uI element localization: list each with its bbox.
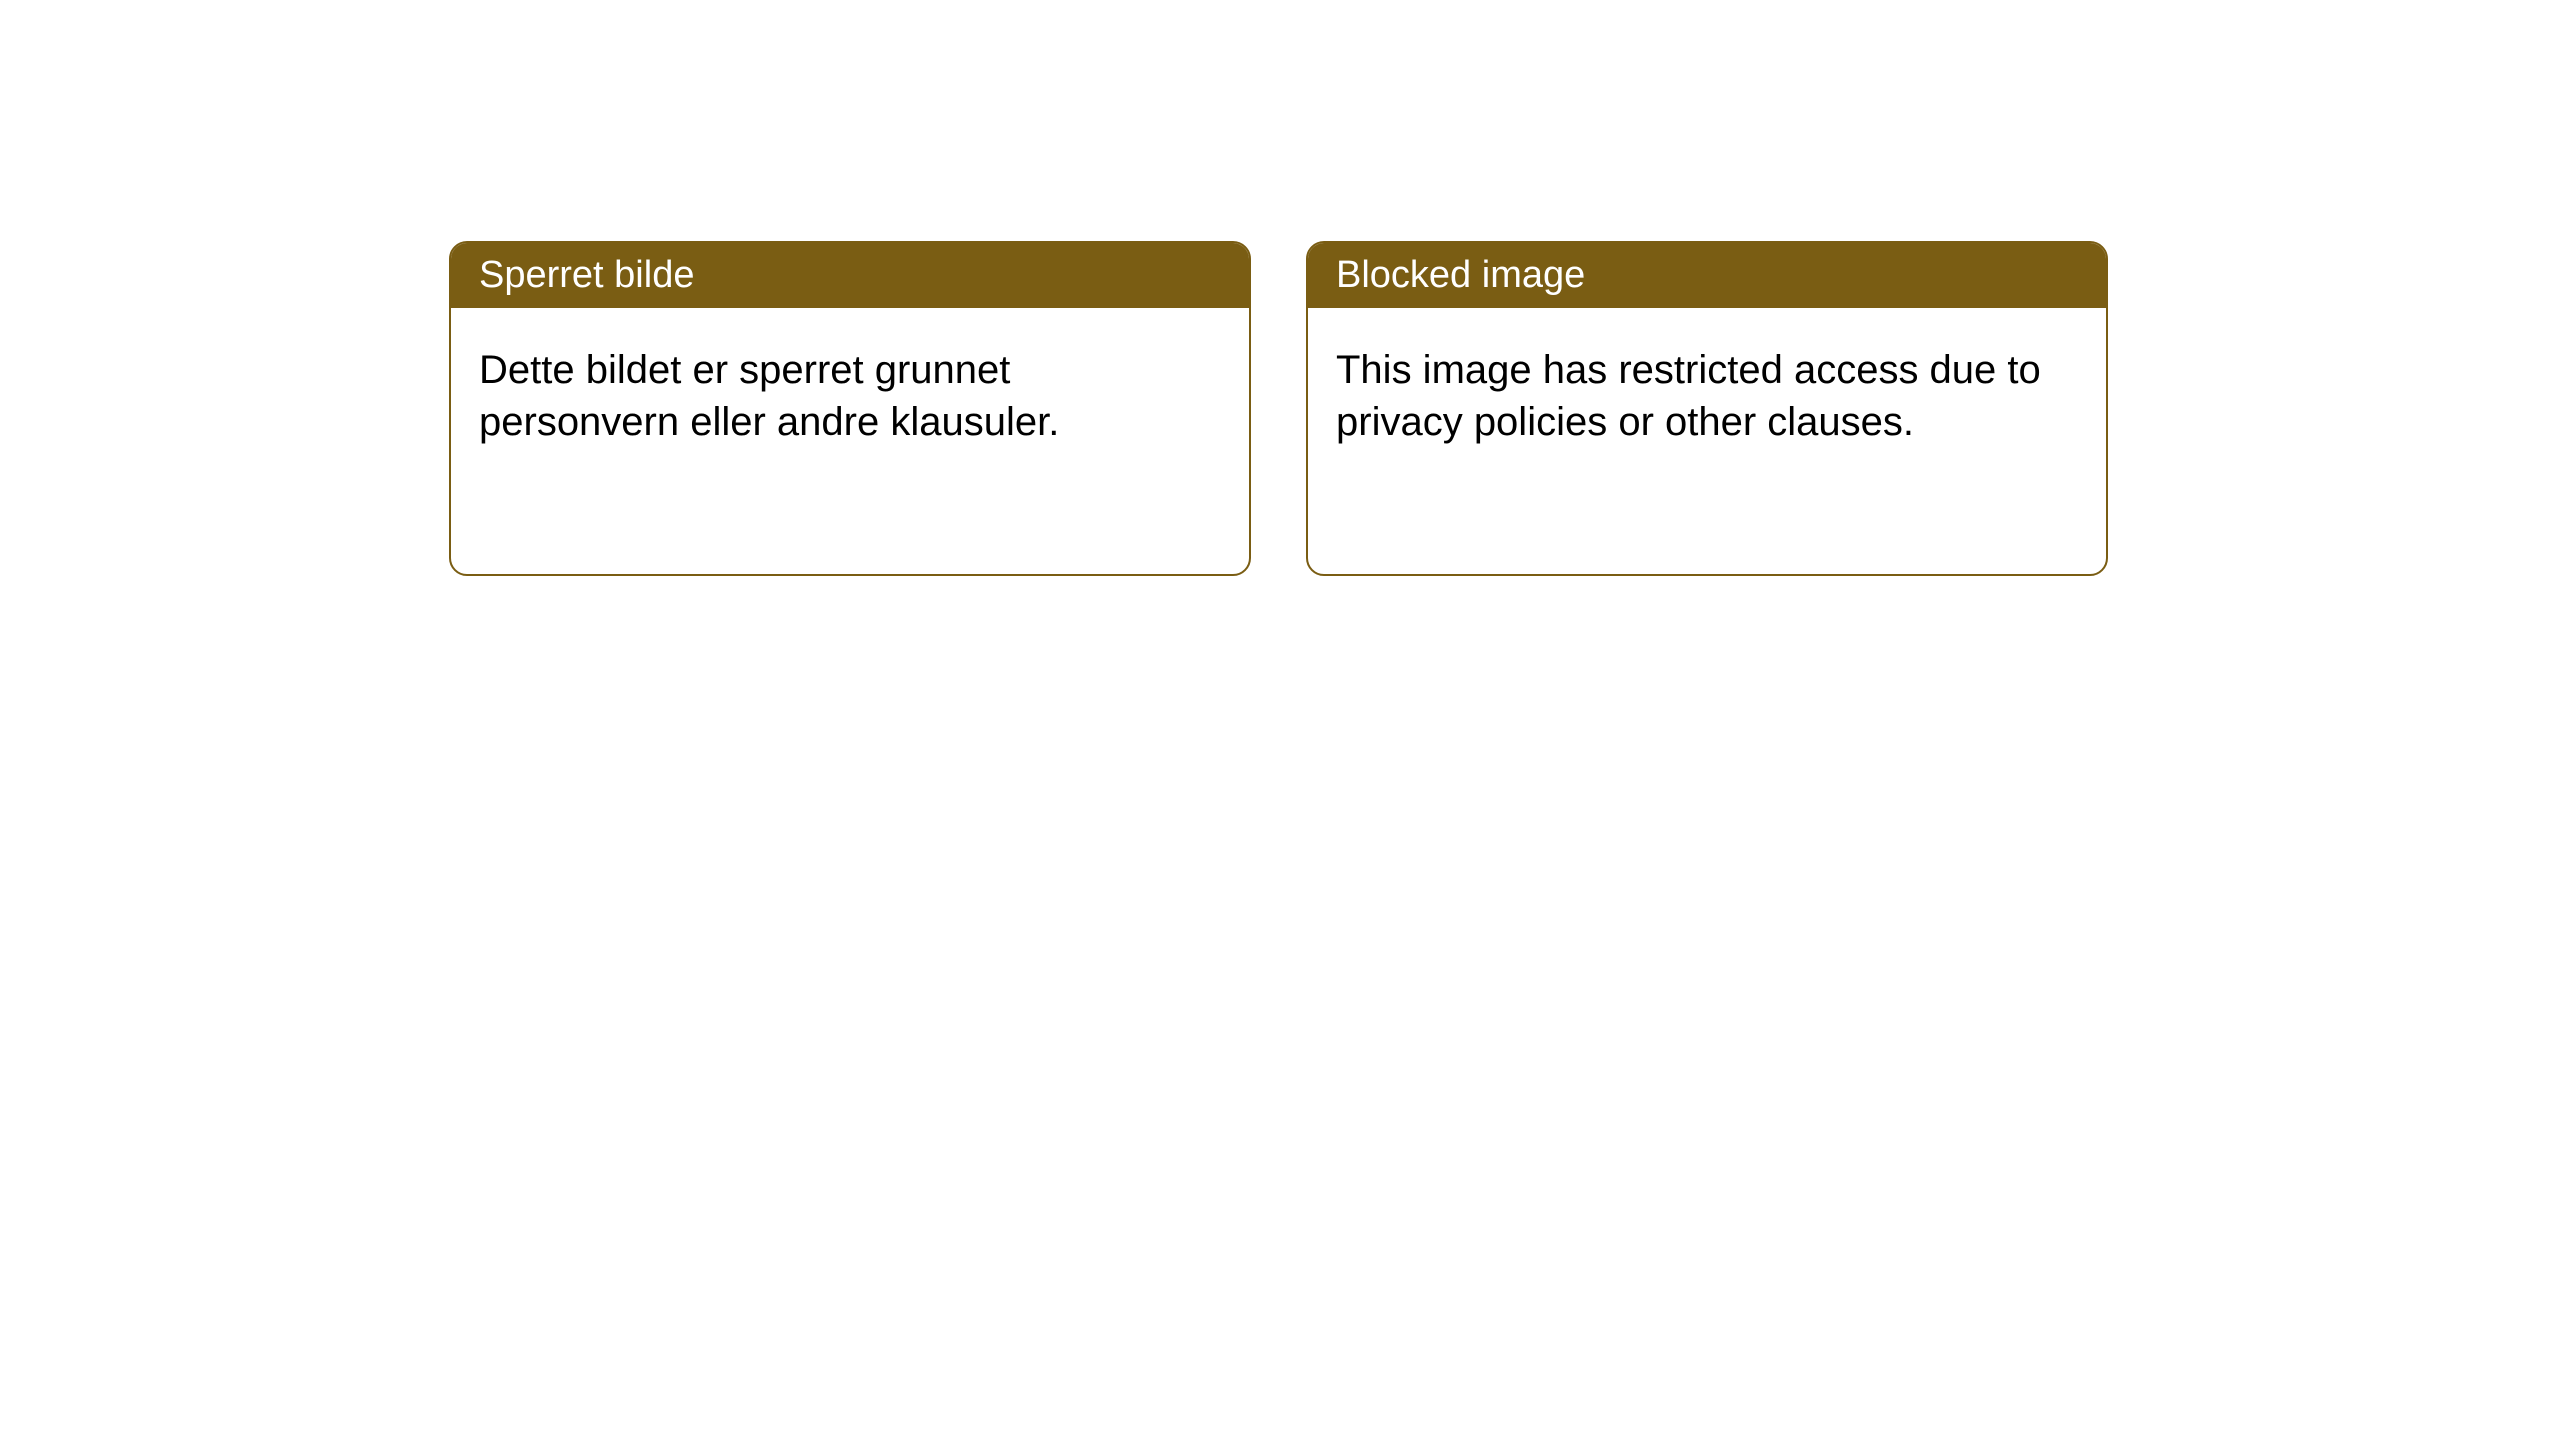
notice-cards-container: Sperret bilde Dette bildet er sperret gr… bbox=[449, 241, 2560, 576]
card-body-norwegian: Dette bildet er sperret grunnet personve… bbox=[451, 308, 1249, 484]
card-header-english: Blocked image bbox=[1308, 243, 2106, 308]
notice-card-norwegian: Sperret bilde Dette bildet er sperret gr… bbox=[449, 241, 1251, 576]
card-body-english: This image has restricted access due to … bbox=[1308, 308, 2106, 484]
notice-card-english: Blocked image This image has restricted … bbox=[1306, 241, 2108, 576]
card-header-norwegian: Sperret bilde bbox=[451, 243, 1249, 308]
